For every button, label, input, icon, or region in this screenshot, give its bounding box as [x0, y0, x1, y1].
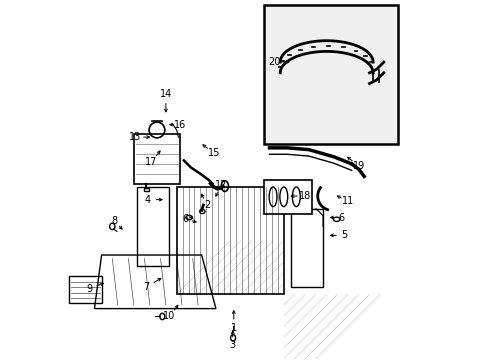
Bar [134, 134, 180, 184]
Text: 1: 1 [230, 323, 236, 333]
Text: 17: 17 [145, 157, 158, 167]
Bar [264, 180, 312, 214]
Bar [264, 5, 397, 144]
Text: 6: 6 [337, 212, 344, 222]
Text: 10: 10 [163, 311, 175, 321]
Text: 5: 5 [341, 230, 347, 240]
Text: 16: 16 [174, 120, 186, 130]
Text: 7: 7 [143, 282, 149, 292]
Text: 11: 11 [341, 197, 353, 206]
Text: 2: 2 [203, 200, 210, 210]
Text: 4: 4 [144, 195, 151, 204]
Text: 9: 9 [86, 284, 92, 294]
Text: 6: 6 [182, 214, 188, 224]
Text: 18: 18 [299, 191, 311, 201]
Bar [290, 208, 323, 287]
Text: 8: 8 [111, 216, 117, 226]
Bar [69, 276, 102, 303]
Bar [143, 188, 148, 192]
Bar [137, 187, 169, 266]
Text: 20: 20 [268, 57, 281, 67]
Text: 3: 3 [229, 340, 235, 350]
Text: 14: 14 [160, 89, 172, 99]
Text: 13: 13 [129, 132, 142, 142]
Text: 12: 12 [215, 180, 227, 190]
Bar [176, 187, 283, 294]
Text: 15: 15 [207, 148, 220, 158]
Text: 19: 19 [352, 161, 364, 171]
